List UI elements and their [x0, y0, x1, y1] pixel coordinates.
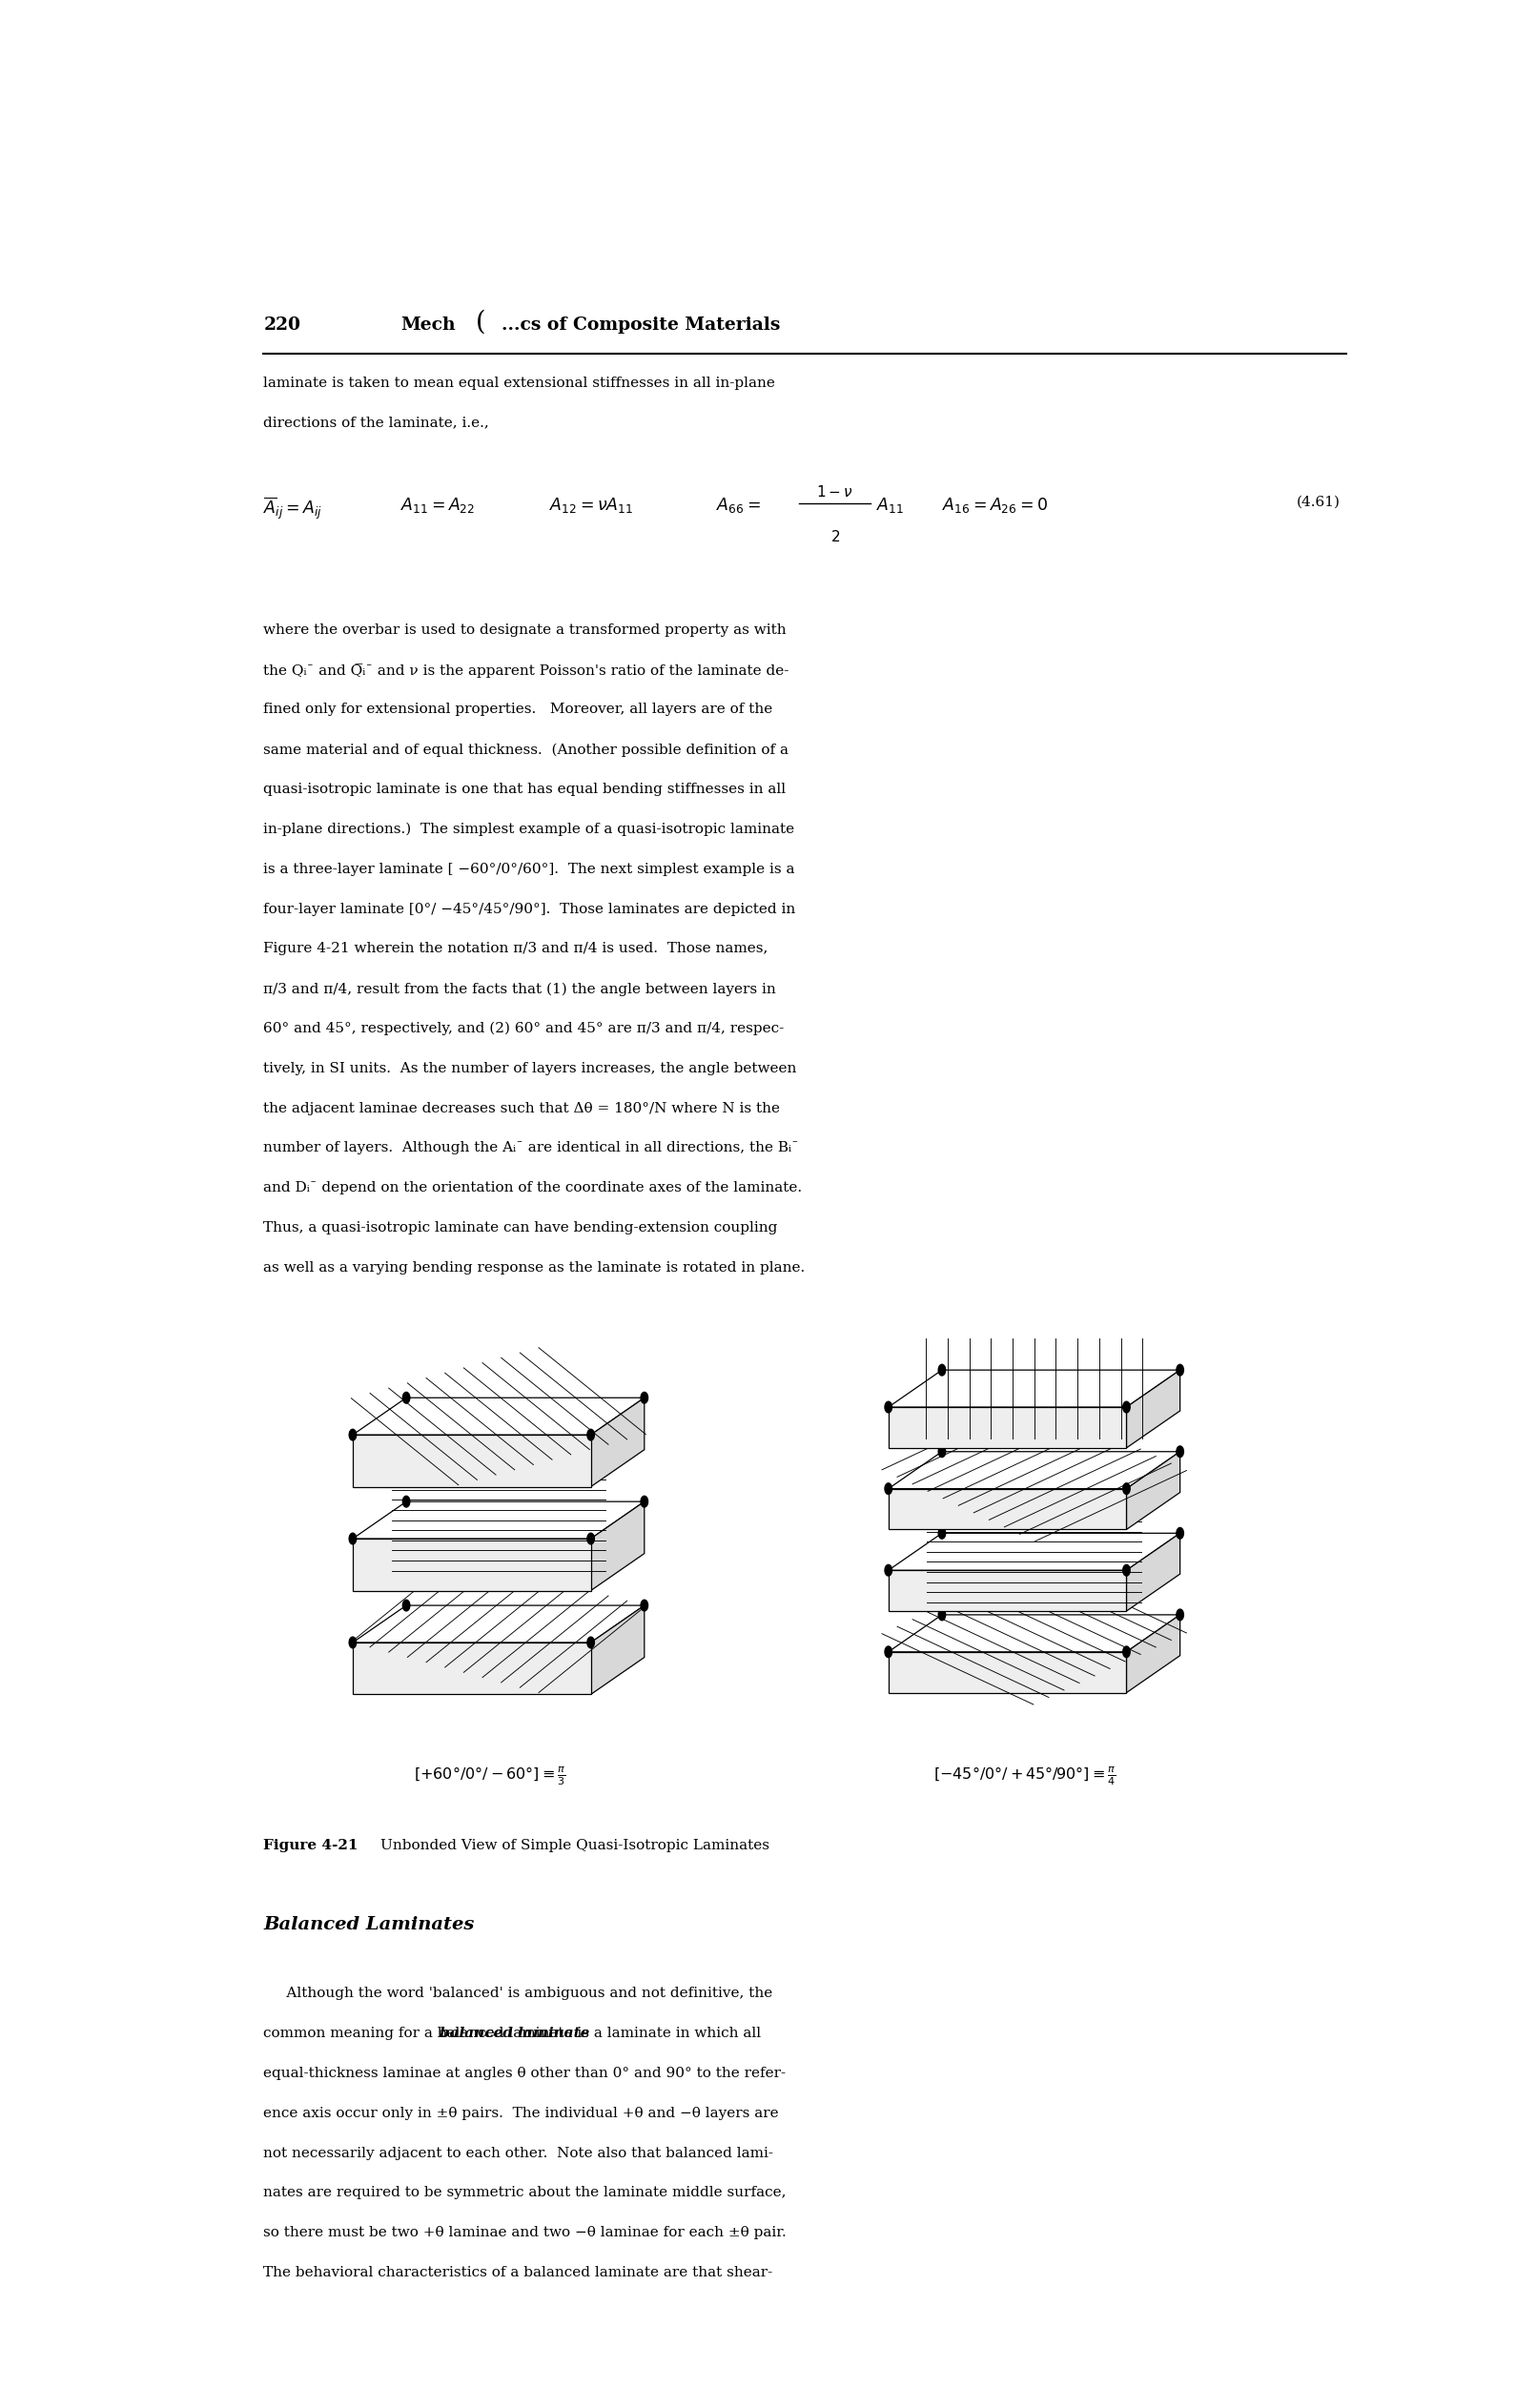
Circle shape: [587, 1430, 594, 1440]
Circle shape: [587, 1534, 594, 1544]
Text: π/3 and π/4, result from the facts that (1) the angle between layers in: π/3 and π/4, result from the facts that …: [264, 982, 776, 997]
Circle shape: [1123, 1565, 1130, 1575]
Circle shape: [587, 1637, 594, 1647]
Text: 60° and 45°, respectively, and (2) 60° and 45° are π/3 and π/4, respec-: 60° and 45°, respectively, and (2) 60° a…: [264, 1021, 785, 1035]
Text: 220: 220: [264, 318, 301, 335]
Polygon shape: [888, 1370, 1180, 1406]
Circle shape: [938, 1527, 946, 1539]
Text: in-plane directions.)  The simplest example of a quasi-isotropic laminate: in-plane directions.) The simplest examp…: [264, 824, 794, 836]
Circle shape: [402, 1599, 410, 1611]
Text: tively, in SI units.  As the number of layers increases, the angle between: tively, in SI units. As the number of la…: [264, 1062, 797, 1074]
Text: $[-45°/0°/+45°/90°] \equiv \frac{\pi}{4}$: $[-45°/0°/+45°/90°] \equiv \frac{\pi}{4}…: [934, 1765, 1117, 1787]
Text: same material and of equal thickness.  (Another possible definition of a: same material and of equal thickness. (A…: [264, 742, 790, 756]
Text: the Qᵢˉ and Q̅ᵢˉ and ν is the apparent Poisson's ratio of the laminate de-: the Qᵢˉ and Q̅ᵢˉ and ν is the apparent P…: [264, 662, 790, 677]
Polygon shape: [1126, 1370, 1180, 1447]
Text: Thus, a quasi-isotropic laminate can have bending-extension coupling: Thus, a quasi-isotropic laminate can hav…: [264, 1221, 777, 1235]
Circle shape: [349, 1637, 356, 1647]
Text: Unbonded View of Simple Quasi-Isotropic Laminates: Unbonded View of Simple Quasi-Isotropic …: [379, 1840, 770, 1852]
Text: number of layers.  Although the Aᵢˉ are identical in all directions, the Bᵢˉ: number of layers. Although the Aᵢˉ are i…: [264, 1141, 799, 1156]
Circle shape: [349, 1534, 356, 1544]
Text: directions of the laminate, i.e.,: directions of the laminate, i.e.,: [264, 417, 488, 429]
Circle shape: [1123, 1647, 1130, 1657]
Polygon shape: [353, 1642, 591, 1695]
Circle shape: [402, 1495, 410, 1507]
Polygon shape: [353, 1435, 591, 1486]
Polygon shape: [591, 1503, 645, 1592]
Text: $A_{11}$: $A_{11}$: [877, 496, 905, 515]
Circle shape: [885, 1401, 892, 1413]
Text: $\overline{A}_{ij} = A_{ij}$: $\overline{A}_{ij} = A_{ij}$: [264, 496, 323, 523]
Text: $A_{66} =$: $A_{66} =$: [716, 496, 760, 515]
Text: The behavioral characteristics of a balanced laminate are that shear-: The behavioral characteristics of a bala…: [264, 2266, 773, 2280]
Circle shape: [1177, 1365, 1184, 1375]
Circle shape: [1123, 1483, 1130, 1495]
Polygon shape: [353, 1606, 645, 1642]
Text: fined only for extensional properties.   Moreover, all layers are of the: fined only for extensional properties. M…: [264, 703, 773, 715]
Polygon shape: [591, 1606, 645, 1695]
Polygon shape: [888, 1452, 1180, 1488]
Polygon shape: [1126, 1452, 1180, 1529]
Circle shape: [641, 1599, 648, 1611]
Text: $A_{12} = \nu A_{11}$: $A_{12} = \nu A_{11}$: [550, 496, 633, 515]
Polygon shape: [888, 1488, 1126, 1529]
Circle shape: [938, 1365, 946, 1375]
Circle shape: [938, 1609, 946, 1621]
Circle shape: [1177, 1609, 1184, 1621]
Text: where the overbar is used to designate a transformed property as with: where the overbar is used to designate a…: [264, 624, 786, 636]
Circle shape: [1177, 1447, 1184, 1457]
Circle shape: [885, 1483, 892, 1495]
Text: equal-thickness laminae at angles θ other than 0° and 90° to the refer-: equal-thickness laminae at angles θ othe…: [264, 2066, 786, 2081]
Polygon shape: [353, 1397, 645, 1435]
Circle shape: [641, 1495, 648, 1507]
Polygon shape: [1126, 1534, 1180, 1611]
Circle shape: [349, 1430, 356, 1440]
Text: (: (: [475, 308, 485, 335]
Polygon shape: [1126, 1616, 1180, 1693]
Text: $[+60°/0°/-60°] \equiv \frac{\pi}{3}$: $[+60°/0°/-60°] \equiv \frac{\pi}{3}$: [413, 1765, 565, 1787]
Text: four-layer laminate [0°/ −45°/45°/90°].  Those laminates are depicted in: four-layer laminate [0°/ −45°/45°/90°]. …: [264, 903, 796, 915]
Text: Although the word 'balanced' is ambiguous and not definitive, the: Although the word 'balanced' is ambiguou…: [264, 1987, 773, 2001]
Circle shape: [885, 1647, 892, 1657]
Text: quasi-isotropic laminate is one that has equal bending stiffnesses in all: quasi-isotropic laminate is one that has…: [264, 783, 786, 797]
Text: nates are required to be symmetric about the laminate middle surface,: nates are required to be symmetric about…: [264, 2186, 786, 2199]
Polygon shape: [888, 1406, 1126, 1447]
Text: ence axis occur only in ±θ pairs.  The individual +θ and −θ layers are: ence axis occur only in ±θ pairs. The in…: [264, 2107, 779, 2119]
Text: balanced laminate: balanced laminate: [439, 2028, 590, 2040]
Circle shape: [938, 1447, 946, 1457]
Text: ...cs of Composite Materials: ...cs of Composite Materials: [502, 318, 780, 335]
Polygon shape: [888, 1616, 1180, 1652]
Text: $A_{11} = A_{22}$: $A_{11} = A_{22}$: [401, 496, 475, 515]
Text: (4.61): (4.61): [1296, 496, 1341, 508]
Text: the adjacent laminae decreases such that Δθ = 180°/N where N is the: the adjacent laminae decreases such that…: [264, 1100, 780, 1115]
Text: $1 - \nu$: $1 - \nu$: [817, 484, 852, 501]
Text: so there must be two +θ laminae and two −θ laminae for each ±θ pair.: so there must be two +θ laminae and two …: [264, 2225, 786, 2239]
Text: $A_{16} = A_{26} = 0$: $A_{16} = A_{26} = 0$: [942, 496, 1048, 515]
Polygon shape: [353, 1539, 591, 1592]
Text: and Dᵢˉ depend on the orientation of the coordinate axes of the laminate.: and Dᵢˉ depend on the orientation of the…: [264, 1182, 802, 1194]
Circle shape: [641, 1392, 648, 1404]
Polygon shape: [353, 1503, 645, 1539]
Text: common meaning for a balanced laminate is a laminate in which all: common meaning for a balanced laminate i…: [264, 2028, 762, 2040]
Circle shape: [402, 1392, 410, 1404]
Text: laminate is taken to mean equal extensional stiffnesses in all in-plane: laminate is taken to mean equal extensio…: [264, 376, 776, 390]
Polygon shape: [591, 1397, 645, 1486]
Text: Mech: Mech: [401, 318, 455, 335]
Text: is a three-layer laminate [ −60°/0°/60°].  The next simplest example is a: is a three-layer laminate [ −60°/0°/60°]…: [264, 862, 796, 877]
Text: Figure 4-21: Figure 4-21: [264, 1840, 358, 1852]
Circle shape: [1177, 1527, 1184, 1539]
Polygon shape: [888, 1570, 1126, 1611]
Polygon shape: [888, 1534, 1180, 1570]
Text: Figure 4-21 wherein the notation π/3 and π/4 is used.  Those names,: Figure 4-21 wherein the notation π/3 and…: [264, 942, 768, 956]
Text: Balanced Laminates: Balanced Laminates: [264, 1917, 475, 1934]
Text: $2$: $2$: [829, 530, 840, 544]
Circle shape: [885, 1565, 892, 1575]
Text: as well as a varying bending response as the laminate is rotated in plane.: as well as a varying bending response as…: [264, 1262, 805, 1274]
Text: not necessarily adjacent to each other.  Note also that balanced lami-: not necessarily adjacent to each other. …: [264, 2146, 774, 2160]
Polygon shape: [888, 1652, 1126, 1693]
Circle shape: [1123, 1401, 1130, 1413]
